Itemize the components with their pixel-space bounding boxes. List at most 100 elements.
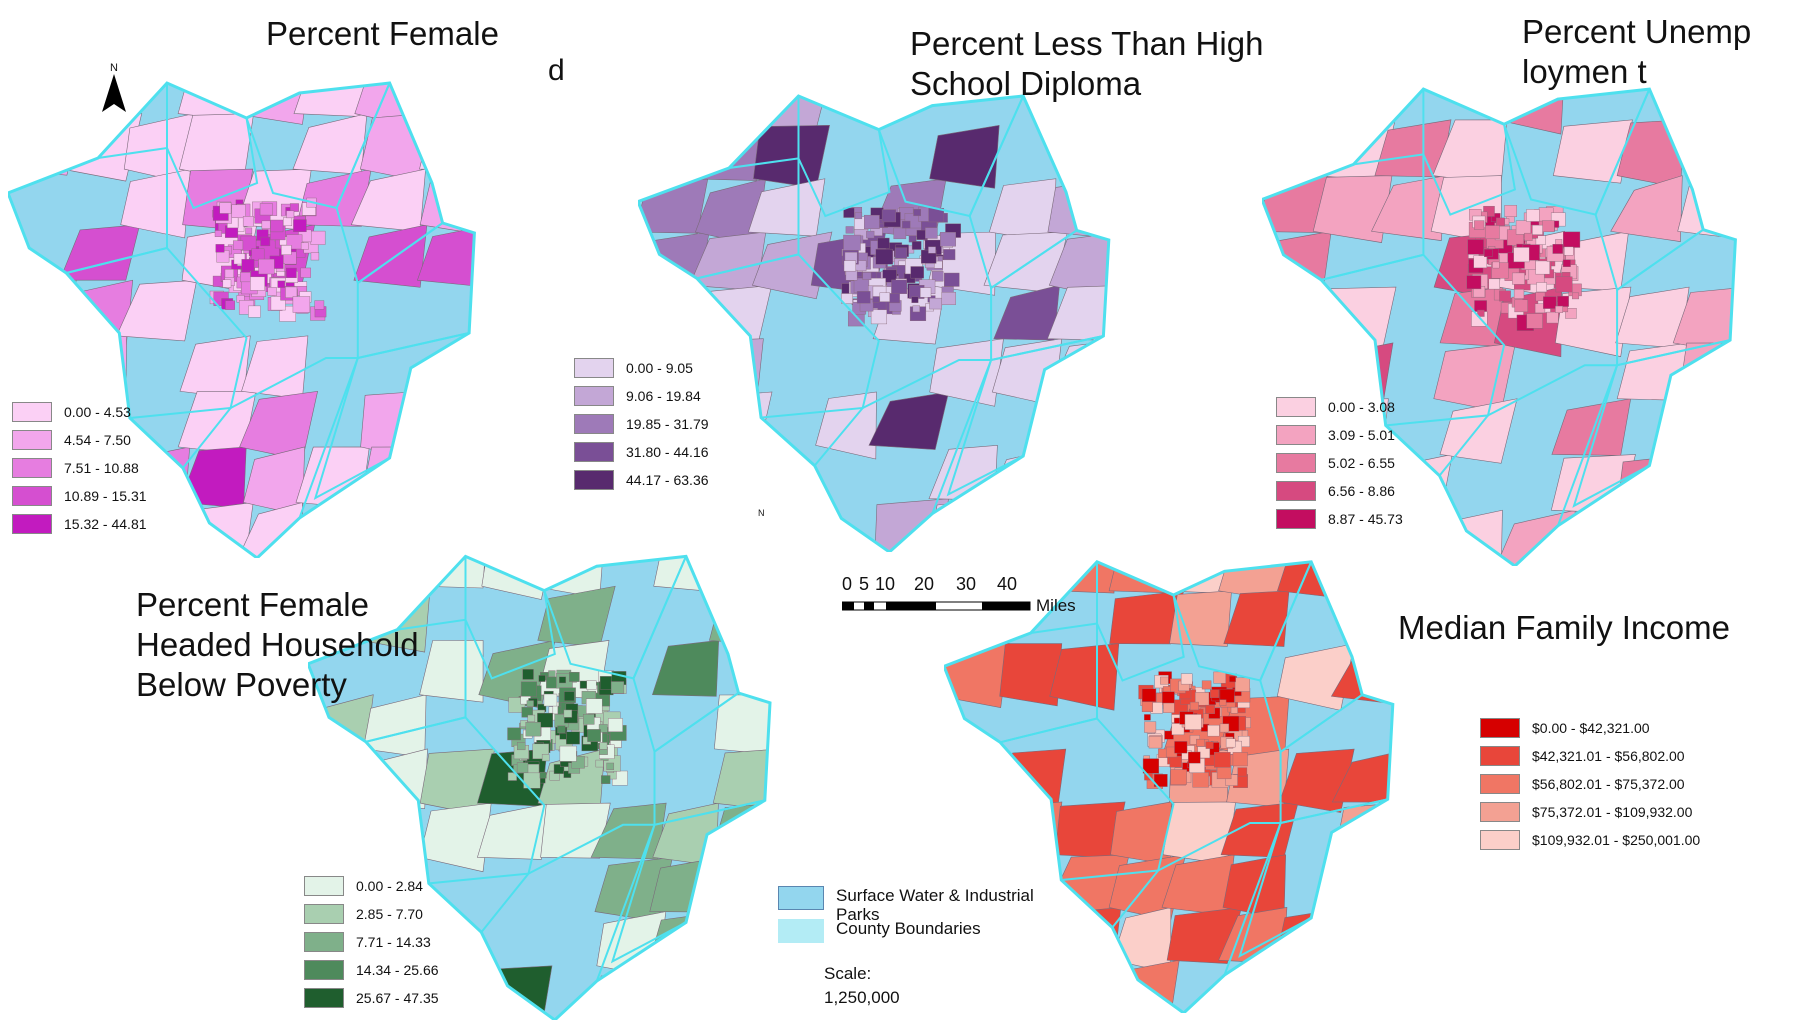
tract [478, 391, 538, 457]
urban-tract [251, 248, 265, 261]
map-median-family-income [944, 560, 1395, 1013]
urban-tract [944, 272, 960, 287]
tract [468, 83, 475, 116]
urban-tract [864, 214, 880, 230]
tract [1223, 590, 1290, 647]
tract [992, 959, 1070, 1013]
urban-tract [1526, 313, 1543, 329]
urban-tract [520, 681, 538, 697]
urban-tract [1171, 723, 1185, 736]
urban-tract [1225, 738, 1236, 748]
urban-tract [929, 297, 942, 310]
urban-tract [1163, 702, 1175, 713]
legend-swatch [304, 960, 344, 980]
urban-tract [541, 754, 550, 762]
urban-tract [1144, 714, 1151, 721]
urban-tract [1513, 289, 1525, 299]
urban-tract [1180, 673, 1193, 685]
legend-label: $56,802.01 - $75,372.00 [1532, 776, 1685, 792]
urban-tract [1229, 675, 1236, 683]
tract [65, 335, 127, 405]
legend-swatch [1480, 802, 1520, 822]
urban-tract [281, 245, 292, 255]
map-female-headed-poverty [308, 554, 772, 1020]
urban-tract [1473, 255, 1488, 269]
tract [540, 802, 611, 859]
urban-tract [1164, 730, 1174, 740]
tract [1392, 695, 1393, 756]
urban-tract [1467, 239, 1484, 255]
tract [1313, 286, 1397, 354]
urban-tract [250, 276, 265, 291]
urban-tract [606, 762, 615, 770]
scale-tick: 30 [956, 574, 977, 594]
urban-tract [507, 772, 517, 781]
legend-item: 0.00 - 2.84 [304, 872, 439, 900]
map-less-than-high-school [638, 94, 1173, 552]
tract [1045, 444, 1109, 507]
legend-swatch [12, 430, 52, 450]
tract [308, 748, 374, 817]
urban-tract [1192, 772, 1209, 788]
tract [1387, 854, 1393, 914]
urban-tract [566, 731, 580, 745]
urban-tract [872, 296, 880, 303]
urban-tract [563, 709, 573, 718]
legend-swatch [1480, 718, 1520, 738]
legend-label: $75,372.01 - $109,932.00 [1532, 804, 1693, 820]
tract [688, 124, 765, 181]
tract [8, 335, 75, 396]
urban-tract [843, 234, 861, 251]
scale-label: Scale: [824, 964, 872, 983]
urban-tract [300, 267, 311, 278]
legend-label: 31.80 - 44.16 [626, 444, 709, 460]
urban-tract [1201, 680, 1212, 690]
urban-tract [1535, 260, 1550, 275]
urban-tract [1214, 752, 1231, 768]
tract [1113, 392, 1173, 456]
urban-tract [870, 309, 888, 325]
urban-tract [1210, 689, 1220, 698]
legend-item: $109,932.01 - $250,001.00 [1480, 826, 1700, 854]
tract [1277, 959, 1347, 1013]
urban-tract [862, 272, 872, 281]
urban-tract [543, 693, 558, 707]
urban-tract [571, 756, 585, 769]
urban-tract [285, 286, 298, 298]
legend-swatch [304, 932, 344, 952]
layer-county-swatch [778, 919, 824, 943]
legend-item: 9.06 - 19.84 [574, 382, 709, 410]
legend-female-headed-poverty: 0.00 - 2.84 2.85 - 7.70 7.71 - 14.33 14.34 … [304, 872, 439, 1012]
urban-tract [1207, 724, 1220, 737]
urban-tract [1174, 741, 1188, 754]
tract [177, 83, 249, 122]
legend-label: 0.00 - 4.53 [64, 404, 131, 420]
urban-tract [259, 203, 273, 216]
urban-tract [1552, 244, 1563, 254]
tract [1677, 454, 1736, 512]
legend-swatch [574, 358, 614, 378]
urban-tract [1492, 261, 1500, 269]
urban-tract [894, 247, 908, 259]
urban-tract [538, 675, 546, 682]
urban-tract [1213, 671, 1226, 684]
urban-tract [911, 241, 922, 250]
region-outline [638, 94, 1111, 552]
urban-tract [553, 764, 565, 774]
urban-tract [285, 267, 297, 278]
urban-tract [877, 237, 890, 249]
urban-tract [245, 227, 253, 235]
urban-tract [1488, 278, 1500, 290]
scale-text: Scale: 1,250,000 [824, 962, 900, 1010]
tract [1047, 391, 1109, 452]
tract [769, 694, 770, 763]
urban-tract [1496, 217, 1505, 226]
legend-item: 25.67 - 47.35 [304, 984, 439, 1012]
legend-label: 44.17 - 63.36 [626, 472, 709, 488]
legend-item: 8.87 - 45.73 [1276, 505, 1403, 533]
urban-tract [1219, 688, 1235, 703]
scale-tick: 20 [914, 574, 935, 594]
tract [1616, 454, 1694, 522]
tract [753, 124, 830, 189]
urban-tract [277, 280, 286, 288]
